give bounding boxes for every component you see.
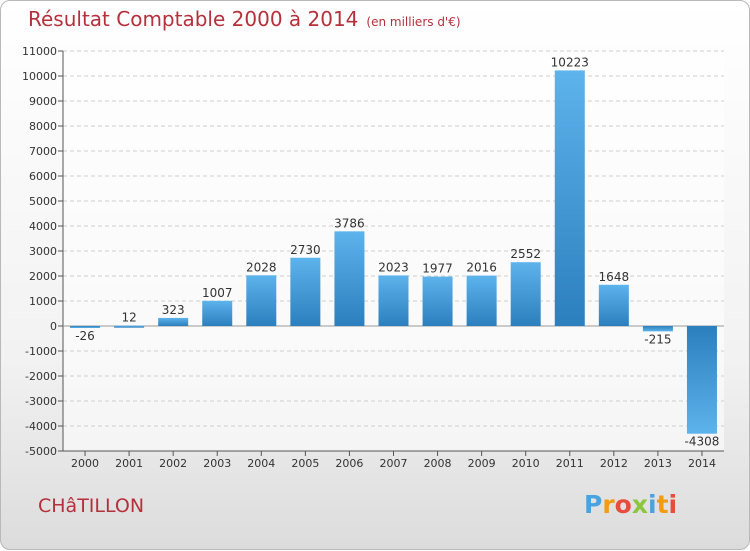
bar bbox=[554, 70, 585, 326]
city-name: CHâTILLON bbox=[38, 495, 145, 517]
logo-letter: x bbox=[631, 490, 648, 519]
x-tick-label: 2008 bbox=[424, 457, 452, 470]
proxiti-logo: Proxiti bbox=[584, 490, 677, 519]
y-tick-label: 1000 bbox=[29, 295, 57, 308]
data-label: 12 bbox=[121, 311, 136, 325]
data-label: 1648 bbox=[599, 270, 630, 284]
bar bbox=[510, 262, 541, 326]
x-tick-label: 2007 bbox=[380, 457, 408, 470]
bar bbox=[334, 231, 365, 326]
logo-letter: r bbox=[602, 490, 615, 519]
bar bbox=[158, 317, 189, 326]
data-label: 10223 bbox=[551, 55, 589, 69]
chart-subtitle: (en milliers d'€) bbox=[366, 15, 461, 29]
data-label: 2028 bbox=[246, 260, 277, 274]
data-label: -26 bbox=[75, 329, 95, 343]
y-tick-label: -5000 bbox=[25, 445, 57, 458]
y-tick-label: 11000 bbox=[22, 45, 57, 58]
x-tick-label: 2000 bbox=[71, 457, 99, 470]
x-tick-label: 2010 bbox=[512, 457, 540, 470]
data-label: -4308 bbox=[685, 435, 720, 449]
data-label: 2023 bbox=[378, 260, 409, 274]
y-tick-label: -4000 bbox=[25, 420, 57, 433]
chart-title: Résultat Comptable 2000 à 2014 (en millie… bbox=[28, 7, 461, 31]
bar bbox=[202, 300, 233, 326]
x-tick-label: 2014 bbox=[688, 457, 716, 470]
y-tick-label: 2000 bbox=[29, 270, 57, 283]
x-tick-label: 2003 bbox=[203, 457, 231, 470]
bar bbox=[290, 257, 321, 326]
x-tick-label: 2004 bbox=[247, 457, 275, 470]
bar bbox=[70, 326, 101, 328]
data-label: 2552 bbox=[510, 247, 541, 261]
y-tick-label: 10000 bbox=[22, 70, 57, 83]
bar bbox=[422, 276, 453, 326]
bar bbox=[686, 326, 717, 434]
data-label: 3786 bbox=[334, 216, 365, 230]
y-tick-label: -1000 bbox=[25, 345, 57, 358]
data-label: 1977 bbox=[422, 262, 453, 276]
bar bbox=[598, 284, 629, 326]
logo-letter: o bbox=[614, 490, 632, 519]
y-tick-label: 0 bbox=[50, 320, 57, 333]
bar bbox=[642, 326, 673, 332]
logo-letter: t bbox=[656, 490, 669, 519]
logo-letter: i bbox=[648, 490, 657, 519]
logo-letter: i bbox=[668, 490, 678, 519]
y-tick-label: -3000 bbox=[25, 395, 57, 408]
bar bbox=[378, 275, 409, 326]
data-label: 2730 bbox=[290, 243, 321, 257]
y-tick-label: -2000 bbox=[25, 370, 57, 383]
x-tick-label: 2006 bbox=[335, 457, 363, 470]
data-label: 2016 bbox=[466, 261, 497, 275]
y-tick-label: 6000 bbox=[29, 170, 57, 183]
y-tick-label: 5000 bbox=[29, 195, 57, 208]
x-tick-label: 2009 bbox=[468, 457, 496, 470]
data-label: 323 bbox=[162, 303, 185, 317]
bar bbox=[114, 325, 145, 328]
y-tick-label: 4000 bbox=[29, 220, 57, 233]
y-tick-label: 3000 bbox=[29, 245, 57, 258]
y-tick-label: 9000 bbox=[29, 95, 57, 108]
y-tick-label: 8000 bbox=[29, 120, 57, 133]
logo-letter: P bbox=[584, 490, 603, 519]
x-tick-label: 2001 bbox=[115, 457, 143, 470]
data-label: 1007 bbox=[202, 286, 233, 300]
x-tick-label: 2002 bbox=[159, 457, 187, 470]
data-label: -215 bbox=[644, 332, 671, 346]
x-tick-label: 2013 bbox=[644, 457, 672, 470]
bar bbox=[246, 275, 277, 326]
y-tick-label: 7000 bbox=[29, 145, 57, 158]
x-tick-label: 2011 bbox=[556, 457, 584, 470]
x-tick-label: 2012 bbox=[600, 457, 628, 470]
x-tick-label: 2005 bbox=[291, 457, 319, 470]
bar bbox=[466, 275, 497, 326]
chart-title-text: Résultat Comptable 2000 à 2014 bbox=[28, 7, 359, 31]
